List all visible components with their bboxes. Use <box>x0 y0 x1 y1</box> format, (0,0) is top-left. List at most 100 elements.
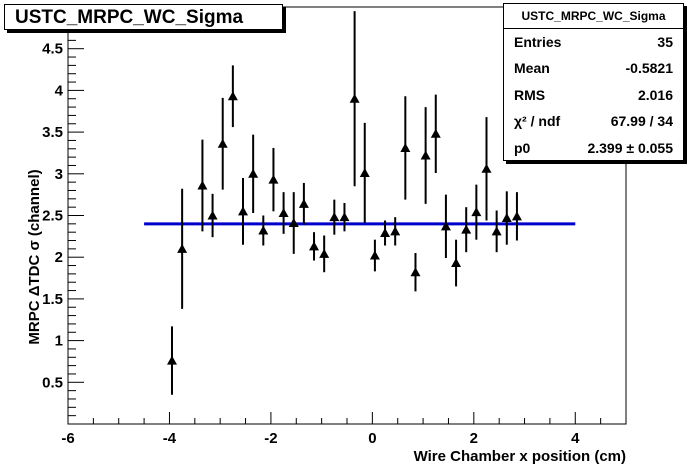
stats-value: 67.99 / 34 <box>610 113 673 130</box>
triangle-marker <box>319 248 330 258</box>
data-point <box>501 191 512 245</box>
stats-row-mean: Mean -0.5821 <box>504 55 683 81</box>
x-tick-label: 0 <box>368 430 376 447</box>
triangle-marker <box>400 142 411 152</box>
data-point <box>227 65 238 128</box>
x-tick-label: -2 <box>264 430 277 447</box>
data-point <box>258 215 269 246</box>
stats-value: 2.016 <box>637 86 673 103</box>
data-point <box>380 220 391 246</box>
data-points-layer <box>166 11 522 395</box>
tick-labels-layer: -6 -4 -2 0 2 4 0.5 1 1.5 2 2.5 3 3.5 4 4.5 <box>42 41 580 447</box>
x-tick-label: 4 <box>571 430 580 447</box>
triangle-marker <box>491 226 502 236</box>
data-point <box>197 139 208 232</box>
data-point <box>491 210 502 253</box>
triangle-marker <box>207 210 218 220</box>
data-point <box>288 192 299 254</box>
triangle-marker <box>329 212 340 222</box>
data-point <box>420 107 431 204</box>
stats-key: p0 <box>514 139 531 156</box>
data-point <box>461 207 472 253</box>
stats-row-entries: Entries 35 <box>504 29 683 55</box>
x-tick-label: -4 <box>163 430 177 447</box>
data-point <box>471 184 482 240</box>
triangle-marker <box>227 91 238 101</box>
stats-box: USTC_MRPC_WC_Sigma Entries 35 Mean -0.58… <box>503 3 684 161</box>
y-tick-label: 4 <box>55 82 64 99</box>
triangle-marker <box>501 213 512 223</box>
triangle-marker <box>461 224 472 234</box>
x-axis-label: Wire Chamber x position (cm) <box>414 448 626 465</box>
triangle-marker <box>238 206 249 216</box>
stats-value: 35 <box>657 34 673 50</box>
stats-key: Entries <box>514 34 562 50</box>
stats-key: Mean <box>514 60 550 77</box>
triangle-marker <box>390 226 401 236</box>
y-tick-label: 2.5 <box>42 208 63 225</box>
data-point <box>339 202 350 232</box>
data-point <box>440 194 451 259</box>
triangle-marker <box>410 267 421 277</box>
y-tick-label: 2 <box>55 249 63 266</box>
x-tick-label: 2 <box>470 430 478 447</box>
data-point <box>451 239 462 287</box>
triangle-marker <box>278 207 289 217</box>
data-point <box>238 177 249 245</box>
triangle-marker <box>471 207 482 217</box>
y-tick-label: 3 <box>55 166 63 183</box>
data-point <box>410 253 421 292</box>
stats-key: χ² / ndf <box>514 113 561 130</box>
triangle-marker <box>359 167 370 177</box>
data-point <box>166 326 177 395</box>
triangle-marker <box>369 250 380 260</box>
triangle-marker <box>339 212 350 222</box>
triangle-marker <box>309 241 320 251</box>
triangle-marker <box>177 243 188 253</box>
data-point <box>481 117 492 221</box>
triangle-marker <box>298 198 309 208</box>
stats-row-p0: p0 2.399 ± 0.055 <box>504 135 683 161</box>
data-point <box>511 192 522 241</box>
stats-title: USTC_MRPC_WC_Sigma <box>504 4 683 29</box>
data-point <box>359 122 370 224</box>
triangle-marker <box>349 93 360 103</box>
data-point <box>369 239 380 272</box>
triangle-marker <box>430 128 441 138</box>
stats-row-chi2: χ² / ndf 67.99 / 34 <box>504 108 683 134</box>
triangle-marker <box>481 163 492 173</box>
data-point <box>319 235 330 273</box>
triangle-marker <box>451 258 462 268</box>
y-tick-label: 1 <box>55 333 63 350</box>
triangle-marker <box>380 228 391 238</box>
y-tick-label: 4.5 <box>42 41 63 58</box>
x-tick-label: -6 <box>61 430 74 447</box>
data-point <box>430 94 441 173</box>
stats-value: -0.5821 <box>625 60 673 77</box>
triangle-marker <box>268 174 279 184</box>
data-point <box>390 217 401 246</box>
triangle-marker <box>166 355 177 365</box>
triangle-marker <box>511 211 522 221</box>
stats-value: 2.399 ± 0.055 <box>587 139 673 156</box>
y-axis-label: MRPC ΔTDC σ (channel) <box>26 169 43 344</box>
stats-row-rms: RMS 2.016 <box>504 82 683 108</box>
data-point <box>248 134 259 213</box>
y-tick-label: 0.5 <box>42 374 63 391</box>
stats-key: RMS <box>514 86 546 103</box>
data-point <box>298 182 309 225</box>
data-point <box>349 11 360 187</box>
data-point <box>400 96 411 200</box>
triangle-marker <box>420 150 431 160</box>
data-point <box>217 97 228 190</box>
y-tick-label: 1.5 <box>42 291 63 308</box>
y-tick-label: 3.5 <box>42 124 63 141</box>
data-point <box>309 232 320 261</box>
triangle-marker <box>197 180 208 190</box>
triangle-marker <box>258 225 269 235</box>
triangle-marker <box>288 218 299 228</box>
data-point <box>329 199 340 235</box>
triangle-marker <box>248 168 259 178</box>
data-point <box>278 192 289 234</box>
